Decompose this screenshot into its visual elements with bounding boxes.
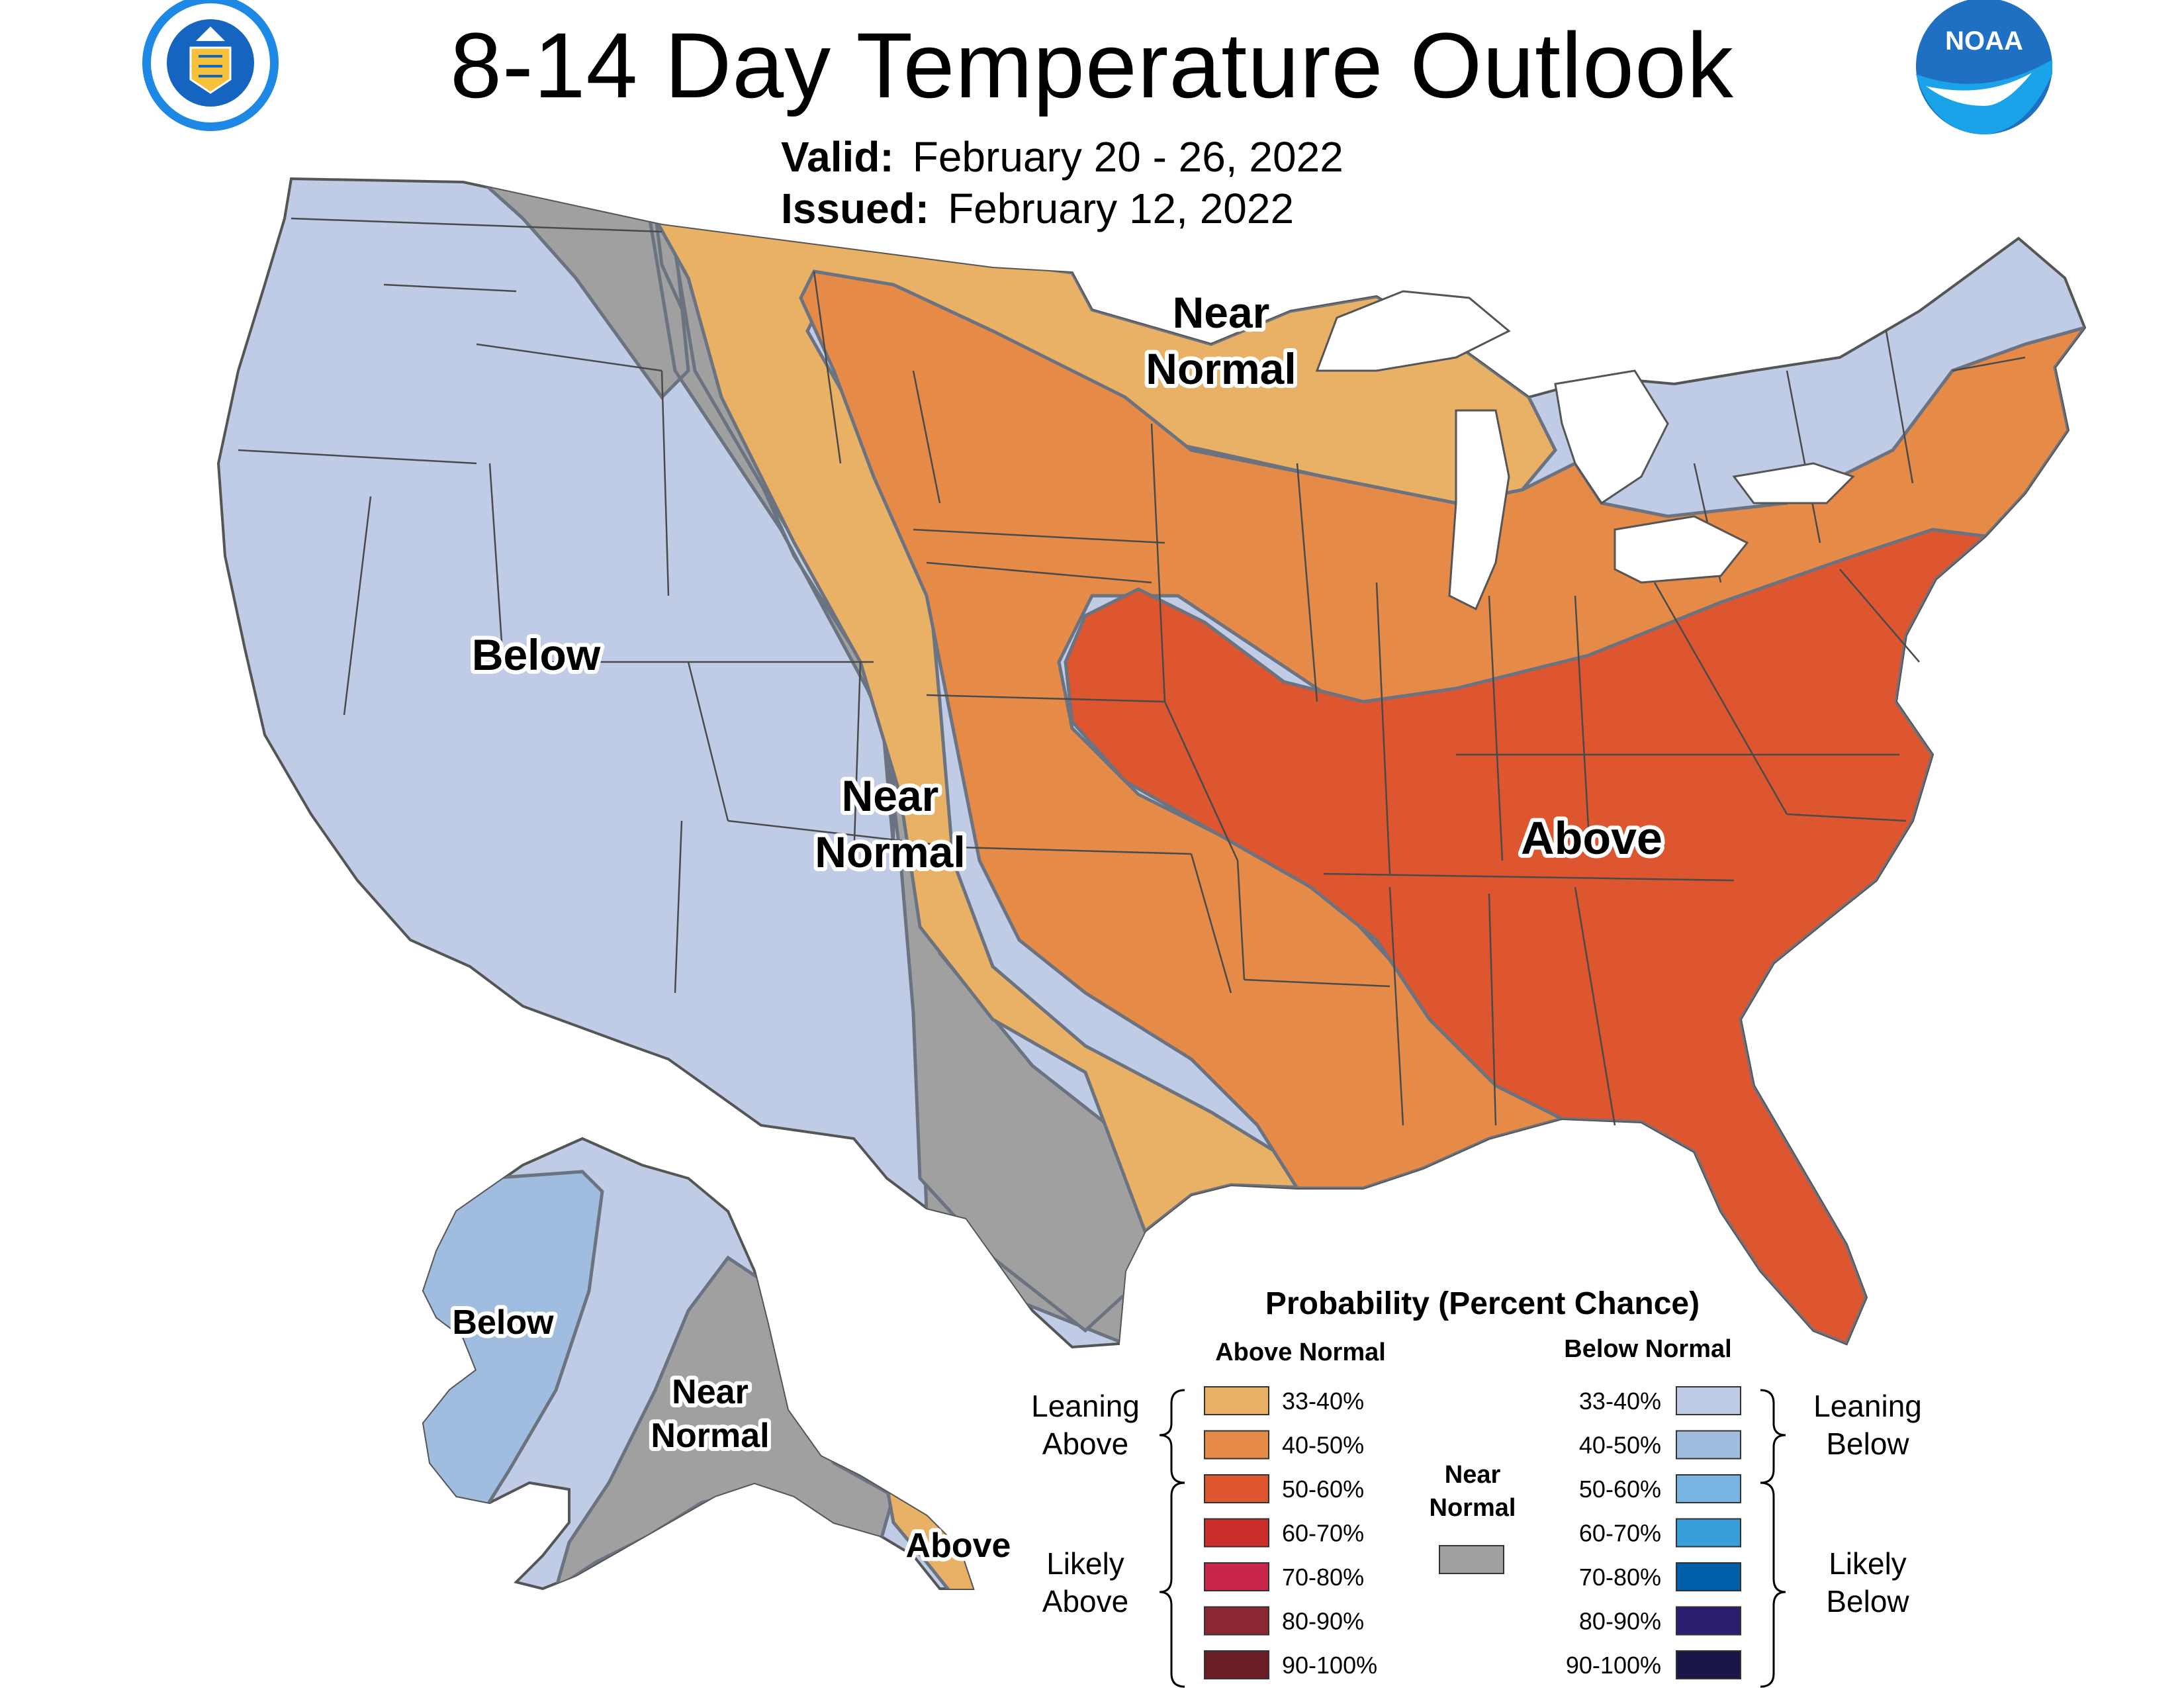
legend-below-rows: 33-40% 40-50% 50-60% 60-70% 70-80% 80-90% 90-1… [1566, 1386, 1741, 1679]
issued-value: February 12, 2022 [948, 185, 1295, 232]
legend-above-swatch-3 [1204, 1474, 1269, 1503]
legend-leaning-below-line1: Leaning [1813, 1389, 1922, 1423]
issued-label: Issued: [781, 185, 930, 232]
conus-near-normal-west-line1: Near [842, 771, 939, 820]
valid-label: Valid: [781, 133, 894, 181]
alaska-below-label: Below [452, 1303, 554, 1342]
department-of-commerce-seal [142, 0, 279, 131]
legend-above-swatch-2 [1204, 1430, 1269, 1460]
legend-below-swatch-7 [1676, 1650, 1741, 1679]
legend-above-label-2: 40-50% [1282, 1432, 1364, 1459]
conus-near-normal-west-line2: Normal [815, 827, 965, 876]
alaska-below-40-50-region [424, 1170, 604, 1524]
legend-leaning-above-line1: Leaning [1031, 1389, 1140, 1423]
legend-above-label-1: 33-40% [1282, 1387, 1364, 1415]
alaska-above-label: Above [906, 1526, 1011, 1565]
noaa-logo-text: NOAA [1945, 26, 2023, 56]
legend-likely-above-line2: Above [1042, 1584, 1128, 1618]
legend-below-swatch-6 [1676, 1606, 1741, 1636]
legend-above-swatch-4 [1204, 1518, 1269, 1548]
legend: Probability (Percent Chance) Above Norma… [1031, 1286, 1922, 1688]
valid-line: Valid: February 20 - 26, 2022 [781, 132, 1343, 181]
legend-below-label-1: 33-40% [1579, 1387, 1661, 1415]
legend-above-label-3: 50-60% [1282, 1476, 1364, 1503]
issued-line: Issued: February 12, 2022 [781, 184, 1294, 233]
legend-above-swatch-7 [1204, 1650, 1269, 1679]
leaning-below-brace [1760, 1389, 1786, 1484]
legend-leaning-above-line2: Above [1042, 1427, 1128, 1461]
legend-near-normal-line1: Near [1445, 1461, 1501, 1489]
legend-above-header: Above Normal [1215, 1338, 1386, 1366]
legend-below-swatch-2 [1676, 1430, 1741, 1460]
legend-title: Probability (Percent Chance) [1265, 1286, 1700, 1321]
likely-above-brace [1159, 1481, 1185, 1688]
legend-near-normal-line2: Normal [1430, 1494, 1516, 1522]
page-title: 8-14 Day Temperature Outlook [450, 13, 1734, 117]
legend-below-label-7: 90-100% [1566, 1652, 1661, 1679]
valid-value: February 20 - 26, 2022 [912, 133, 1343, 181]
legend-below-swatch-1 [1676, 1386, 1741, 1415]
legend-below-label-3: 50-60% [1579, 1476, 1661, 1503]
legend-above-label-4: 60-70% [1282, 1520, 1364, 1547]
legend-below-header: Below Normal [1564, 1335, 1731, 1363]
alaska-near-normal-line1: Near [672, 1373, 749, 1411]
legend-below-swatch-5 [1676, 1562, 1741, 1591]
legend-below-swatch-3 [1676, 1474, 1741, 1503]
conus-above-label: Above [1521, 812, 1662, 864]
great-lakes [1315, 290, 1855, 611]
legend-near-normal-swatch [1439, 1545, 1504, 1574]
leaning-above-brace [1159, 1389, 1185, 1484]
conus-map: Below Near Normal Near Normal Above [216, 177, 2087, 1349]
legend-above-swatch-6 [1204, 1606, 1269, 1636]
legend-below-label-6: 80-90% [1579, 1608, 1661, 1635]
above-50-60-region [1064, 528, 1989, 1346]
legend-leaning-below-line2: Below [1826, 1427, 1909, 1461]
legend-likely-above-line1: Likely [1046, 1546, 1124, 1581]
alaska-map: Below Near Normal Above [422, 1137, 1015, 1591]
legend-above-swatch-5 [1204, 1562, 1269, 1591]
legend-below-label-2: 40-50% [1579, 1432, 1661, 1459]
legend-above-rows: 33-40% 40-50% 50-60% 60-70% 70-80% 80-90% 90-1… [1204, 1386, 1377, 1679]
alaska-near-normal-line2: Normal [651, 1417, 769, 1455]
legend-below-label-4: 60-70% [1579, 1520, 1661, 1547]
legend-above-label-6: 80-90% [1282, 1608, 1364, 1635]
legend-above-swatch-1 [1204, 1386, 1269, 1415]
legend-below-label-5: 70-80% [1579, 1564, 1661, 1591]
legend-above-label-5: 70-80% [1282, 1564, 1364, 1591]
conus-near-normal-north-line2: Normal [1146, 344, 1296, 393]
legend-above-label-7: 90-100% [1282, 1652, 1377, 1679]
legend-likely-below-line1: Likely [1829, 1546, 1907, 1581]
legend-below-swatch-4 [1676, 1518, 1741, 1548]
conus-below-label: Below [472, 630, 601, 679]
conus-near-normal-north-line1: Near [1173, 288, 1270, 337]
legend-likely-below-line2: Below [1826, 1584, 1909, 1618]
likely-below-brace [1760, 1481, 1786, 1688]
noaa-logo: NOAA [1916, 0, 2052, 134]
